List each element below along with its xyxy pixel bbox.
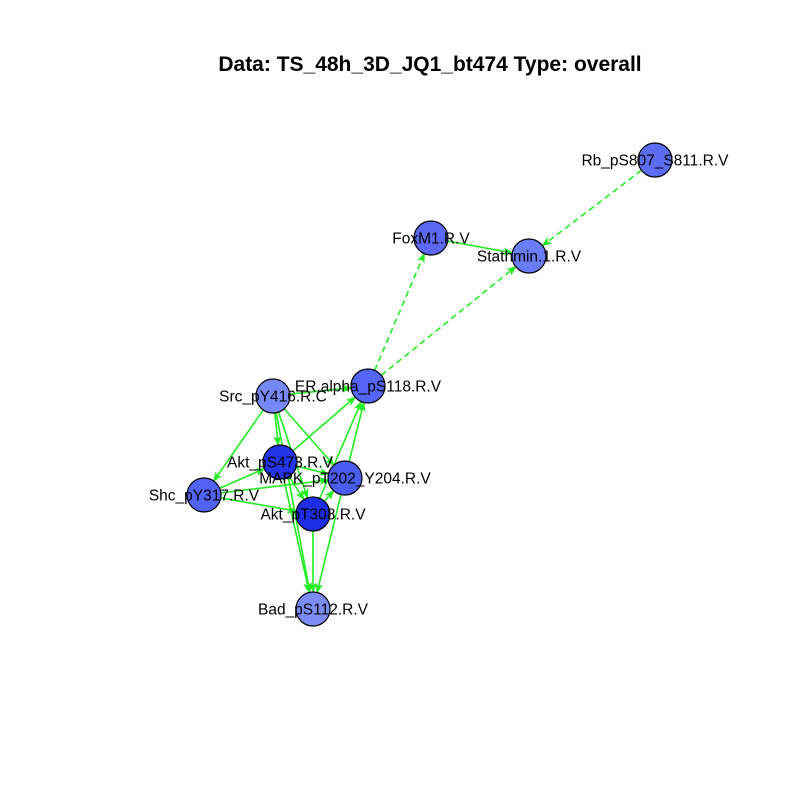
graph-title: Data: TS_48h_3D_JQ1_bt474 Type: overall bbox=[218, 53, 641, 76]
edge-rb-to-stathmin bbox=[541, 169, 642, 247]
edge-akt473-to-akt308 bbox=[288, 475, 305, 501]
node-circle-shc bbox=[186, 477, 222, 513]
edge-mapk-to-eralpha bbox=[348, 401, 366, 462]
edge-akt473-to-bad bbox=[282, 478, 312, 594]
node-label-akt308: Akt_pT308.R.V bbox=[260, 507, 366, 524]
node-circle-rb bbox=[637, 142, 673, 178]
edge-akt308-to-eralpha bbox=[318, 400, 363, 499]
node-label-mapk: MAPK_pT202_Y204.R.V bbox=[259, 471, 431, 488]
node-circle-akt308 bbox=[295, 496, 331, 532]
node-label-eralpha: ER.alpha_pS118.R.V bbox=[295, 379, 442, 396]
node-circle-foxm1 bbox=[413, 220, 449, 256]
edge-akt473-to-eralpha bbox=[292, 396, 356, 452]
edge-akt308-to-mapk bbox=[323, 489, 335, 502]
edge-akt473-to-mapk bbox=[296, 465, 330, 476]
node-circle-akt473 bbox=[262, 444, 298, 480]
node-label-foxm1: FoxM1.R.V bbox=[392, 231, 470, 248]
node-circle-eralpha bbox=[350, 368, 386, 404]
edge-eralpha-to-stathmin bbox=[380, 266, 517, 376]
node-label-shc: Shc_pY317.R.V bbox=[149, 488, 260, 505]
edge-shc-to-mapk bbox=[220, 477, 330, 494]
edges-layer bbox=[213, 169, 642, 594]
node-shc: Shc_pY317.R.V bbox=[149, 477, 260, 513]
node-label-rb: Rb_pS807_S811.R.V bbox=[581, 153, 729, 170]
edge-foxm1-to-stathmin bbox=[447, 240, 514, 256]
node-circle-bad bbox=[295, 591, 331, 627]
edge-eralpha-to-foxm1 bbox=[373, 252, 426, 371]
node-label-src: Src_pY416.R.C bbox=[219, 389, 327, 406]
node-stathmin: Stathmin.1.R.V bbox=[477, 238, 582, 274]
node-label-bad: Bad_pS112.R.V bbox=[258, 602, 369, 619]
node-label-akt473: Akt_pS473.R.V bbox=[227, 455, 334, 472]
node-mapk: MAPK_pT202_Y204.R.V bbox=[259, 460, 431, 496]
nodes-layer: Rb_pS807_S811.R.V FoxM1.R.V Stathmin.1.R.V… bbox=[149, 142, 729, 627]
node-akt308: Akt_pT308.R.V bbox=[260, 496, 366, 532]
node-akt473: Akt_pS473.R.V bbox=[227, 444, 334, 480]
edge-src-to-shc bbox=[213, 409, 264, 482]
node-src: Src_pY416.R.C bbox=[219, 378, 327, 414]
edge-shc-to-akt308 bbox=[220, 497, 298, 514]
node-eralpha: ER.alpha_pS118.R.V bbox=[295, 368, 442, 404]
edge-src-to-bad bbox=[275, 412, 313, 594]
node-circle-mapk bbox=[327, 460, 363, 496]
edge-src-to-eralpha bbox=[289, 384, 353, 396]
node-bad: Bad_pS112.R.V bbox=[258, 591, 369, 627]
node-circle-stathmin bbox=[511, 238, 547, 274]
edge-shc-to-akt473 bbox=[219, 468, 266, 489]
edge-mapk-to-bad bbox=[315, 494, 342, 594]
edge-src-to-akt473 bbox=[273, 412, 282, 447]
node-foxm1: FoxM1.R.V bbox=[392, 220, 470, 256]
node-circle-src bbox=[255, 378, 291, 414]
node-label-stathmin: Stathmin.1.R.V bbox=[477, 249, 582, 266]
node-rb: Rb_pS807_S811.R.V bbox=[581, 142, 729, 178]
